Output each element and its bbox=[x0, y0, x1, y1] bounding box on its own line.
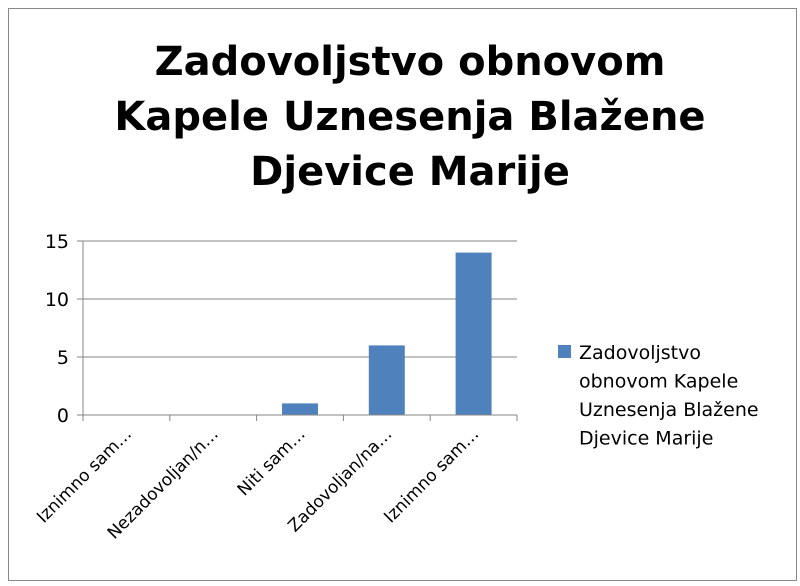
y-tick-label: 10 bbox=[45, 289, 69, 311]
y-tick-label: 5 bbox=[57, 347, 69, 369]
y-tick-label: 15 bbox=[45, 231, 69, 253]
bar bbox=[368, 345, 405, 415]
y-tick-label: 0 bbox=[57, 405, 69, 427]
legend-swatch bbox=[558, 345, 571, 358]
bar bbox=[455, 252, 492, 415]
chart-title: Zadovoljstvo obnovom Kapele Uznesenja Bla… bbox=[114, 39, 705, 195]
bar bbox=[282, 403, 318, 415]
chart-border bbox=[8, 8, 797, 581]
legend-label: Zadovoljstvo obnovom Kapele Uznesenja Blaž… bbox=[579, 342, 759, 450]
